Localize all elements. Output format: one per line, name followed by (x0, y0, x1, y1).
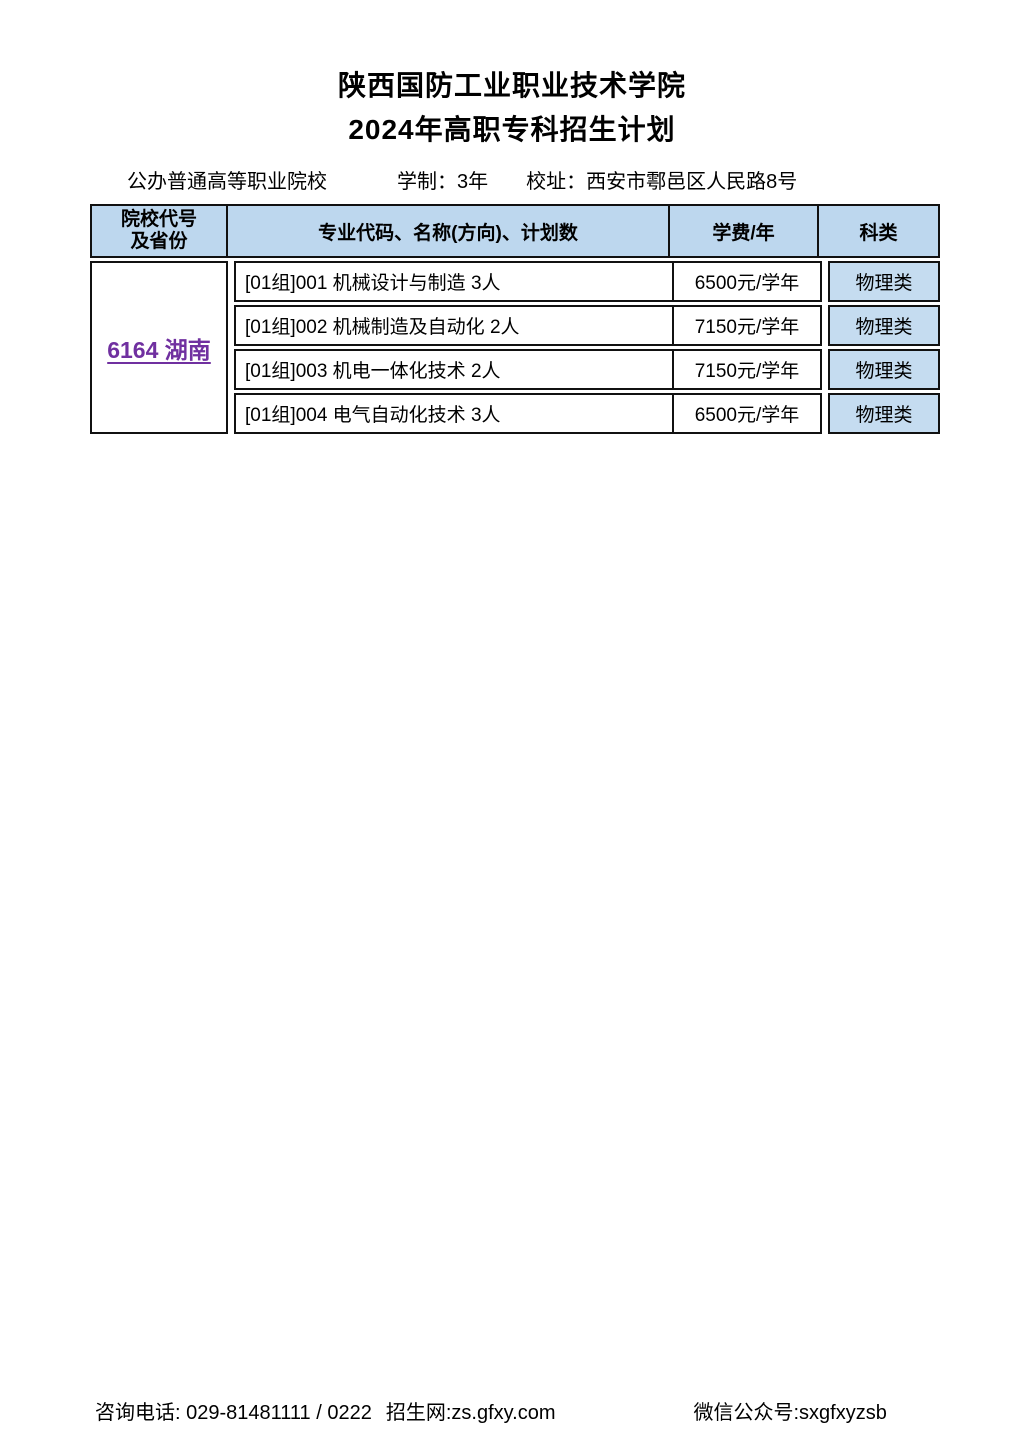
school-info-line: 公办普通高等职业院校 学制：3年 校址：西安市鄠邑区人民路8号 (127, 169, 797, 195)
major-cell: [01组]002 机械制造及自动化 2人 (234, 305, 674, 346)
header-major: 专业代码、名称(方向)、计划数 (228, 206, 670, 256)
contact-phone-text: 咨询电话: 029-81481111 / 0222 (95, 1402, 372, 1424)
table-row: [01组]003 机电一体化技术 2人 7150元/学年 物理类 (234, 349, 940, 390)
table-body: 6164 湖南 [01组]001 机械设计与制造 3人 6500元/学年 物理类… (90, 261, 940, 434)
header-college-code: 院校代号 及省份 (92, 206, 228, 256)
wechat-account-text: 微信公众号:sxgfxyzsb (693, 1402, 887, 1424)
header-college-code-line1: 院校代号 (120, 209, 197, 230)
table-row: [01组]001 机械设计与制造 3人 6500元/学年 物理类 (234, 261, 940, 302)
school-type-text: 公办普通高等职业院校 (127, 171, 327, 193)
contact-footer: 咨询电话: 029-81481111 / 0222 招生网:zs.gfxy.co… (95, 1396, 940, 1425)
table-row: [01组]002 机械制造及自动化 2人 7150元/学年 物理类 (234, 305, 940, 346)
category-cell: 物理类 (828, 261, 940, 302)
page-subtitle: 2024年高职专科招生计划 (348, 114, 676, 145)
school-code-cell: 6164 湖南 (90, 261, 228, 434)
admission-plan-table: 院校代号 及省份 专业代码、名称(方向)、计划数 学费/年 科类 6164 湖南… (90, 204, 940, 434)
fee-cell: 7150元/学年 (672, 349, 822, 390)
major-cell: [01组]003 机电一体化技术 2人 (234, 349, 674, 390)
header-fee: 学费/年 (670, 206, 819, 256)
category-cell: 物理类 (828, 349, 940, 390)
school-code-link[interactable]: 6164 湖南 (107, 336, 211, 363)
fee-cell: 6500元/学年 (672, 393, 822, 434)
table-header-row: 院校代号 及省份 专业代码、名称(方向)、计划数 学费/年 科类 (90, 204, 940, 258)
major-cell: [01组]004 电气自动化技术 3人 (234, 393, 674, 434)
major-cell: [01组]001 机械设计与制造 3人 (234, 261, 674, 302)
school-address-text: 校址：西安市鄠邑区人民路8号 (526, 171, 798, 193)
fee-cell: 7150元/学年 (672, 305, 822, 346)
header-college-code-line2: 及省份 (130, 231, 188, 252)
header-category: 科类 (859, 222, 898, 244)
page-title: 陕西国防工业职业技术学院 (337, 70, 686, 101)
admission-website-text: 招生网:zs.gfxy.com (385, 1402, 556, 1424)
category-cell: 物理类 (828, 393, 940, 434)
table-row: [01组]004 电气自动化技术 3人 6500元/学年 物理类 (234, 393, 940, 434)
study-duration-text: 学制：3年 (397, 171, 489, 193)
major-rows: [01组]001 机械设计与制造 3人 6500元/学年 物理类 [01组]00… (234, 261, 940, 434)
category-cell: 物理类 (828, 305, 940, 346)
fee-cell: 6500元/学年 (672, 261, 822, 302)
